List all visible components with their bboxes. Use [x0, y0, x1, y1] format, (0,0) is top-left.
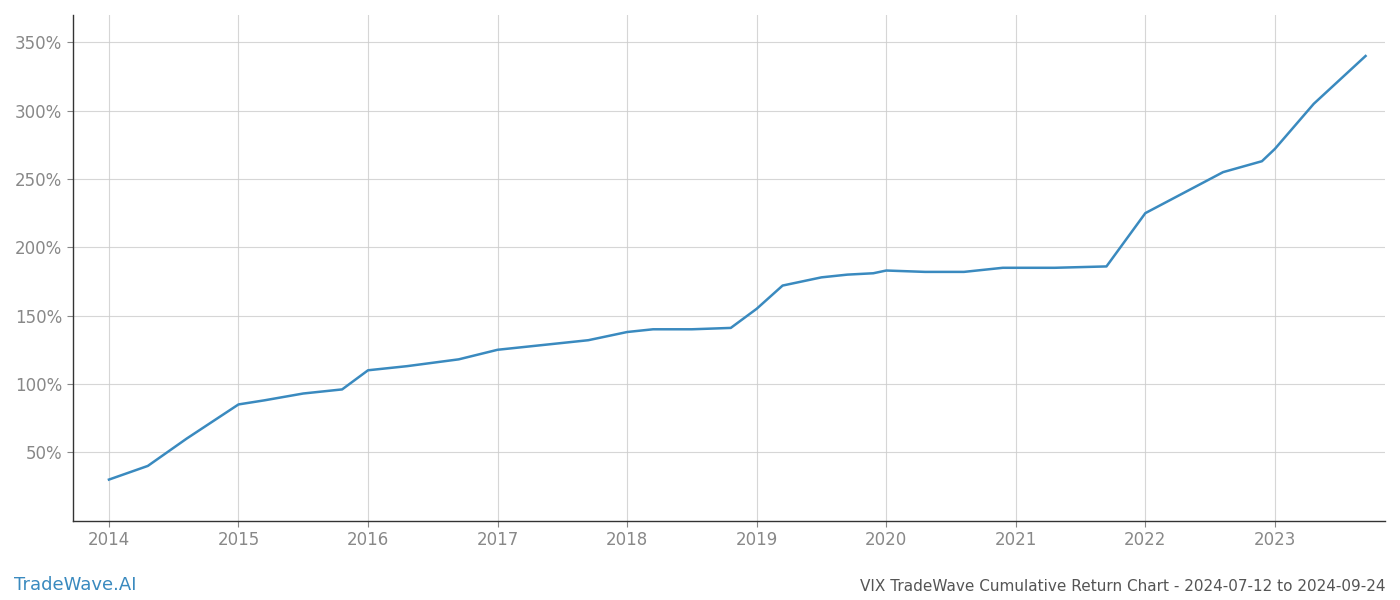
Text: VIX TradeWave Cumulative Return Chart - 2024-07-12 to 2024-09-24: VIX TradeWave Cumulative Return Chart - … [861, 579, 1386, 594]
Text: TradeWave.AI: TradeWave.AI [14, 576, 137, 594]
